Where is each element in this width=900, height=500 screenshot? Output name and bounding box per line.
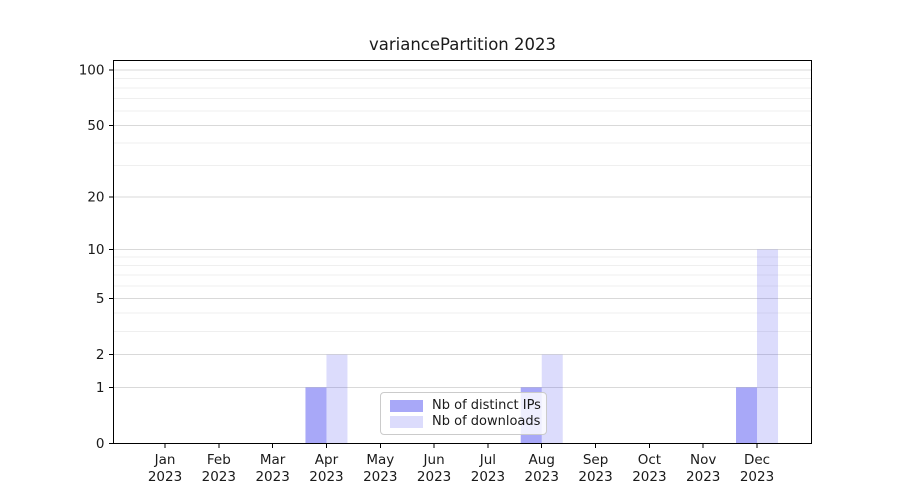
x-tick-label-month: Feb (207, 452, 231, 468)
bar-distinct-ips-dec (736, 387, 758, 444)
x-tick-label-month: Aug (529, 452, 555, 468)
x-tick-label-month: Dec (744, 452, 770, 468)
bar-downloads-apr (326, 354, 348, 444)
x-tick-label-month: Jan (154, 452, 176, 468)
x-tick-label-year: 2023 (309, 469, 343, 485)
x-tick-label-year: 2023 (740, 469, 774, 485)
x-tick-label-year: 2023 (686, 469, 720, 485)
x-tick-label-year: 2023 (471, 469, 505, 485)
x-tick-label-year: 2023 (148, 469, 182, 485)
x-tick-label-month: Sep (583, 452, 608, 468)
x-tick-label-month: Apr (315, 452, 339, 468)
x-tick-label-month: Mar (260, 452, 286, 468)
x-tick-label-month: May (366, 452, 394, 468)
legend-swatch-downloads (390, 415, 423, 428)
plot-box (113, 60, 812, 444)
legend-label-downloads: Nb of downloads (432, 414, 541, 429)
y-tick-label: 5 (96, 291, 105, 307)
x-tick-label-month: Jun (423, 452, 445, 468)
legend-swatch-distinct-ips (390, 399, 423, 412)
x-tick-label-month: Nov (690, 452, 716, 468)
y-tick-label: 0 (96, 436, 105, 452)
y-tick-label: 2 (96, 347, 105, 363)
x-tick-label-year: 2023 (363, 469, 397, 485)
x-tick-label-year: 2023 (578, 469, 612, 485)
legend: Nb of distinct IPs Nb of downloads (380, 392, 547, 435)
x-tick-label-year: 2023 (525, 469, 559, 485)
bar-downloads-dec (757, 249, 779, 444)
y-tick-label: 1 (96, 380, 105, 396)
x-tick-label-year: 2023 (632, 469, 666, 485)
x-tick-label-month: Oct (638, 452, 661, 468)
x-tick-label-month: Jul (479, 452, 496, 468)
chart-title: variancePartition 2023 (368, 35, 557, 54)
y-tick-label: 50 (87, 118, 104, 134)
x-tick-label-year: 2023 (417, 469, 451, 485)
y-tick-label: 100 (79, 63, 105, 79)
legend-item-distinct-ips: Nb of distinct IPs (390, 398, 541, 413)
legend-item-downloads: Nb of downloads (390, 414, 541, 429)
x-tick-label-year: 2023 (255, 469, 289, 485)
legend-label-distinct-ips: Nb of distinct IPs (432, 398, 541, 413)
bar-distinct-ips-apr (305, 387, 327, 444)
y-tick-label: 10 (87, 242, 104, 258)
x-tick-label-year: 2023 (202, 469, 236, 485)
y-tick-label: 20 (87, 190, 104, 206)
